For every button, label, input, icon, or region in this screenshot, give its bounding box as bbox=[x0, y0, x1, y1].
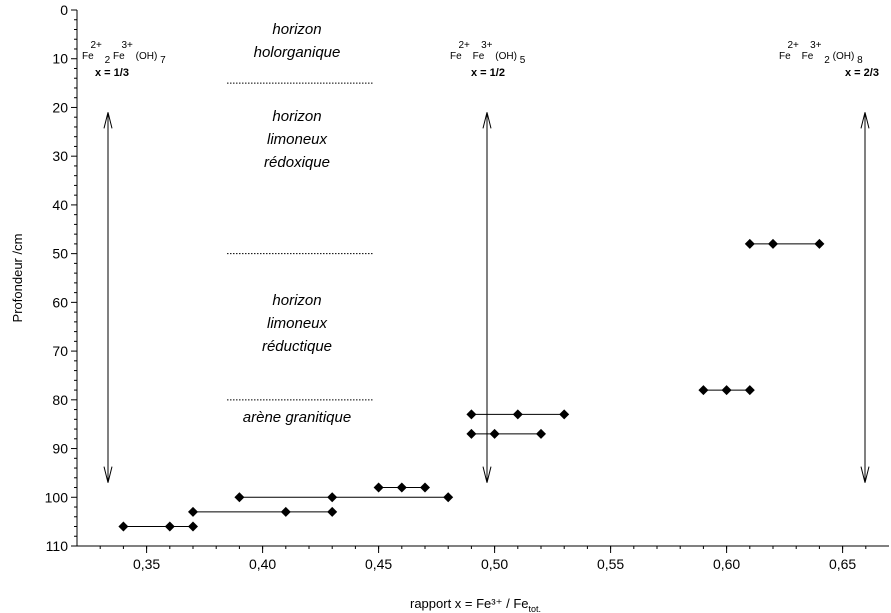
data-point bbox=[536, 428, 546, 439]
data-point bbox=[396, 482, 407, 493]
formula-text: Fe bbox=[779, 51, 793, 62]
data-point bbox=[118, 521, 129, 532]
horizon-label: limoneux bbox=[267, 315, 328, 332]
formula-subscript: 2 bbox=[105, 55, 111, 66]
formula-subscript: 8 bbox=[857, 55, 863, 66]
data-point bbox=[768, 238, 778, 249]
formula-superscript: 2+ bbox=[787, 40, 799, 51]
y-tick-label: 90 bbox=[52, 441, 68, 457]
data-point bbox=[512, 409, 523, 420]
reference-arrow-head-top bbox=[482, 112, 492, 129]
y-tick-label: 0 bbox=[60, 2, 68, 18]
reference-arrow-head-top bbox=[860, 112, 870, 129]
reference-formula: Fe 2+ 2 Fe 3+ (OH) 7 bbox=[82, 40, 166, 66]
reference-layer: x = 1/3Fe 2+ 2 Fe 3+ (OH) 7 x = 1/2Fe 2+… bbox=[82, 40, 879, 483]
formula-text: Fe bbox=[450, 51, 464, 62]
data-point bbox=[280, 506, 291, 517]
data-point bbox=[721, 385, 732, 396]
data-point bbox=[744, 238, 755, 249]
formula-text: Fe bbox=[473, 51, 487, 62]
formula-subscript: 2 bbox=[824, 55, 830, 66]
x-tick-label: 0,45 bbox=[365, 556, 392, 572]
formula-text: (OH) bbox=[136, 51, 160, 62]
reference-formula: Fe 2+ Fe 3+ (OH) 5 bbox=[450, 40, 526, 66]
data-point bbox=[489, 428, 500, 439]
x-tick-label: 0,40 bbox=[249, 556, 276, 572]
x-tick-label: 0,35 bbox=[133, 556, 160, 572]
formula-subscript: 7 bbox=[160, 55, 166, 66]
reference-label: x = 1/2 bbox=[471, 67, 505, 79]
horizon-label: arène granitique bbox=[243, 409, 351, 426]
data-point bbox=[327, 506, 338, 517]
x-ticks: 0,35 0,40 0,45 0,50 0,55 0,60 0,65 bbox=[99, 546, 867, 572]
formula-text: Fe bbox=[82, 51, 96, 62]
horizon-label: réductique bbox=[262, 338, 332, 355]
data-point bbox=[373, 482, 384, 493]
formula-subscript: 5 bbox=[520, 55, 526, 66]
x-axis-title-subscript: tot. bbox=[529, 604, 542, 613]
formula-superscript: 3+ bbox=[481, 40, 493, 51]
data-layer bbox=[118, 238, 825, 532]
data-point bbox=[559, 409, 570, 420]
data-point bbox=[188, 506, 198, 517]
axes bbox=[76, 10, 889, 547]
x-tick-label: 0,65 bbox=[829, 556, 856, 572]
reference-arrow-head-bottom bbox=[103, 466, 113, 483]
horizon-label: horizon bbox=[272, 108, 321, 125]
horizon-label: horizon bbox=[272, 21, 321, 38]
y-tick-label: 20 bbox=[52, 99, 68, 115]
reference-label: x = 1/3 bbox=[95, 67, 129, 79]
reference-formula: Fe 2+ Fe 3+ 2 (OH) 8 bbox=[779, 40, 863, 66]
y-tick-label: 30 bbox=[52, 148, 68, 164]
horizon-label: holorganique bbox=[254, 44, 341, 61]
x-axis-title: rapport x = Fe³⁺ / Fetot. bbox=[410, 596, 541, 613]
data-point bbox=[188, 521, 198, 532]
reference-arrow-head-bottom bbox=[860, 466, 870, 483]
reference-arrow-head-top bbox=[103, 112, 113, 129]
x-tick-label: 0,50 bbox=[481, 556, 508, 572]
reference-label: x = 2/3 bbox=[845, 67, 879, 79]
reference-arrow-head-bottom bbox=[482, 466, 492, 483]
data-point bbox=[327, 492, 338, 503]
x-tick-label: 0,60 bbox=[713, 556, 740, 572]
data-point bbox=[466, 428, 477, 439]
data-point bbox=[814, 238, 825, 249]
y-ticks: 0 10 20 30 40 50 60 70 80 90 100 110 bbox=[45, 2, 77, 554]
formula-text: (OH) bbox=[495, 51, 519, 62]
formula-superscript: 2+ bbox=[90, 40, 102, 51]
data-point bbox=[234, 492, 245, 503]
formula-text: Fe bbox=[802, 51, 816, 62]
formula-text: (OH) bbox=[833, 51, 857, 62]
data-point bbox=[420, 482, 430, 493]
y-tick-label: 80 bbox=[52, 392, 68, 408]
horizon-label: horizon bbox=[272, 292, 321, 309]
data-point bbox=[466, 409, 477, 420]
data-point bbox=[744, 385, 755, 396]
formula-superscript: 3+ bbox=[121, 40, 133, 51]
x-axis-title-main: rapport x = Fe³⁺ / Fe bbox=[410, 596, 529, 611]
formula-superscript: 3+ bbox=[810, 40, 822, 51]
y-axis-title: Profondeur /cm bbox=[10, 234, 25, 323]
y-tick-label: 110 bbox=[46, 538, 69, 554]
y-tick-label: 70 bbox=[52, 343, 68, 359]
horizon-label: limoneux bbox=[267, 131, 328, 148]
formula-text: Fe bbox=[113, 51, 127, 62]
y-tick-label: 40 bbox=[52, 197, 68, 213]
data-point bbox=[443, 492, 454, 503]
y-tick-label: 50 bbox=[52, 246, 68, 262]
data-point bbox=[698, 385, 709, 396]
x-tick-label: 0,55 bbox=[597, 556, 624, 572]
data-point bbox=[164, 521, 175, 532]
horizon-label: rédoxique bbox=[264, 154, 330, 171]
y-tick-label: 10 bbox=[52, 51, 68, 67]
y-tick-label: 60 bbox=[52, 294, 68, 310]
y-tick-label: 100 bbox=[45, 489, 69, 505]
horizon-layer: horizon holorganique horizon limoneux rédoxi… bbox=[227, 21, 373, 426]
formula-superscript: 2+ bbox=[458, 40, 470, 51]
